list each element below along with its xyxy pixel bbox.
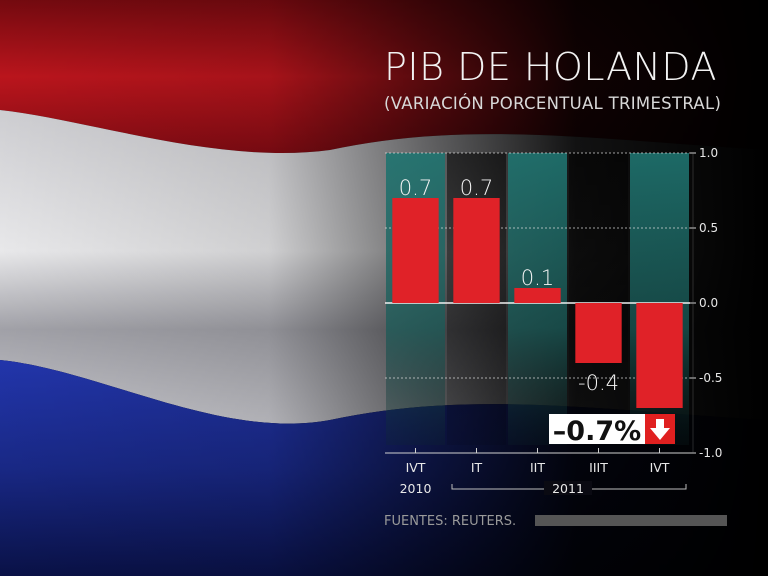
year-label-bg [544, 481, 592, 495]
bar-ivt-0 [392, 198, 439, 303]
x-tick-label: IIIT [589, 460, 608, 475]
column-background [569, 153, 628, 445]
bars [392, 198, 683, 408]
x-tick-label: IVT [650, 460, 670, 475]
chart-title: PIB DE HOLANDA [384, 45, 717, 89]
down-arrow-icon [650, 419, 670, 440]
year-label: 2010 [400, 481, 432, 496]
data-label: 0.1 [521, 266, 554, 290]
bar-iit-2 [514, 288, 561, 303]
x-tick-label: IIT [530, 460, 545, 475]
data-label: 0.7 [399, 176, 432, 200]
y-tick-label: 0.5 [699, 221, 718, 235]
y-tick-label: 0.0 [699, 296, 718, 310]
bar-iiit-3 [575, 303, 622, 363]
data-label: 0.7 [460, 176, 493, 200]
data-label: -0.4 [578, 371, 619, 395]
year-label: 2011 [552, 481, 584, 496]
y-axis: 1.0 0.5 0.0 -0.5 -1.0 [690, 146, 722, 460]
callout-box [549, 414, 645, 444]
y-tick-label: -1.0 [699, 446, 722, 460]
source-bar [535, 515, 727, 526]
bar-ivt-4 [636, 303, 683, 408]
x-tick-label: IT [471, 460, 483, 475]
last-value-callout: –0.7% [549, 414, 675, 447]
x-axis: IVT IT IIT IIIT IVT 2010 2011 [385, 448, 690, 496]
source-note: FUENTES: REUTERS. [384, 514, 516, 529]
bar-it-1 [453, 198, 500, 303]
x-tick-label: IVT [406, 460, 426, 475]
chart-subtitle: (VARIACIÓN PORCENTUAL TRIMESTRAL) [384, 94, 721, 113]
y-tick-label: -0.5 [699, 371, 722, 385]
callout-value: –0.7% [553, 416, 641, 447]
y-tick-label: 1.0 [699, 146, 718, 160]
data-labels: 0.7 0.7 0.1 -0.4 [399, 176, 619, 395]
